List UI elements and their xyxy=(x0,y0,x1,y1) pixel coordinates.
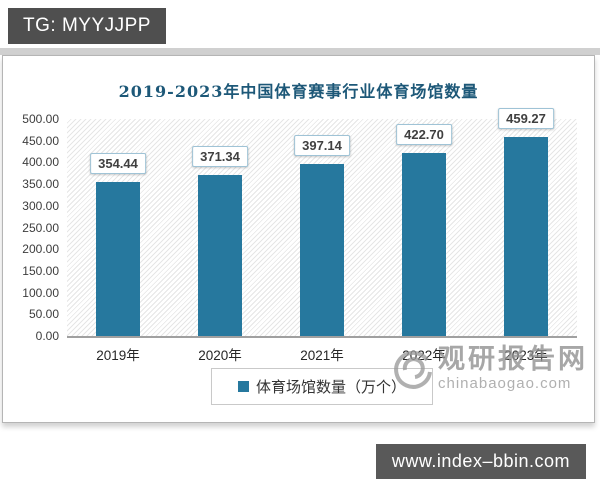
y-tick-label: 0.00 xyxy=(35,329,59,343)
x-tick-label: 2020年 xyxy=(198,348,242,363)
x-tick-label: 2019年 xyxy=(96,348,140,363)
x-tick-label: 2023年 xyxy=(504,348,548,363)
chart-title: 2019-2023年中国体育赛事行业体育场馆数量 xyxy=(118,82,479,101)
bar xyxy=(402,153,446,336)
divider-strip xyxy=(0,48,600,55)
x-tick-label: 2022年 xyxy=(402,348,446,363)
plot-canvas: 354.44 371.34 397.14 422.70 459.27 xyxy=(67,108,577,338)
y-tick-label: 250.00 xyxy=(22,220,59,235)
bar xyxy=(504,137,548,336)
y-tick-label: 150.00 xyxy=(22,263,59,278)
site-url-label: www.index–bbin.com xyxy=(391,451,570,471)
x-axis: 2019年 2020年 2021年 2022年 2023年 xyxy=(67,344,577,366)
y-tick-label: 400.00 xyxy=(22,155,59,170)
y-tick-label: 300.00 xyxy=(22,198,59,213)
chart-card: 2019-2023年中国体育赛事行业体育场馆数量 500.00 450.00 400… xyxy=(2,55,595,423)
y-axis: 500.00 450.00 400.00 350.00 300.00 250.00 200.… xyxy=(3,112,59,343)
tg-code-label: TG: MYYJJPP xyxy=(23,15,151,36)
y-tick-label: 500.00 xyxy=(22,112,59,126)
bar xyxy=(198,175,242,336)
y-tick-label: 450.00 xyxy=(22,133,59,148)
y-tick-label: 50.00 xyxy=(28,307,59,322)
legend-label: 体育场馆数量（万个） xyxy=(255,379,407,396)
bar-value-label: 459.27 xyxy=(498,108,554,129)
legend-marker-icon xyxy=(237,381,249,392)
y-tick-label: 100.00 xyxy=(22,285,59,300)
bar-value-label: 422.70 xyxy=(396,124,452,145)
bar-value-label: 371.34 xyxy=(192,146,248,167)
watermark-url: chinabaogao.com xyxy=(438,375,572,392)
site-url-badge: www.index–bbin.com xyxy=(375,444,586,479)
y-tick-label: 350.00 xyxy=(22,177,59,192)
y-tick-label: 200.00 xyxy=(22,242,59,257)
bar-value-label: 397.14 xyxy=(294,135,350,156)
bar xyxy=(96,182,140,336)
x-tick-label: 2021年 xyxy=(300,348,344,363)
bar xyxy=(300,164,344,336)
tg-code-badge: TG: MYYJJPP xyxy=(8,8,166,44)
legend: 体育场馆数量（万个） xyxy=(210,368,434,405)
bar-value-label: 354.44 xyxy=(90,153,146,174)
